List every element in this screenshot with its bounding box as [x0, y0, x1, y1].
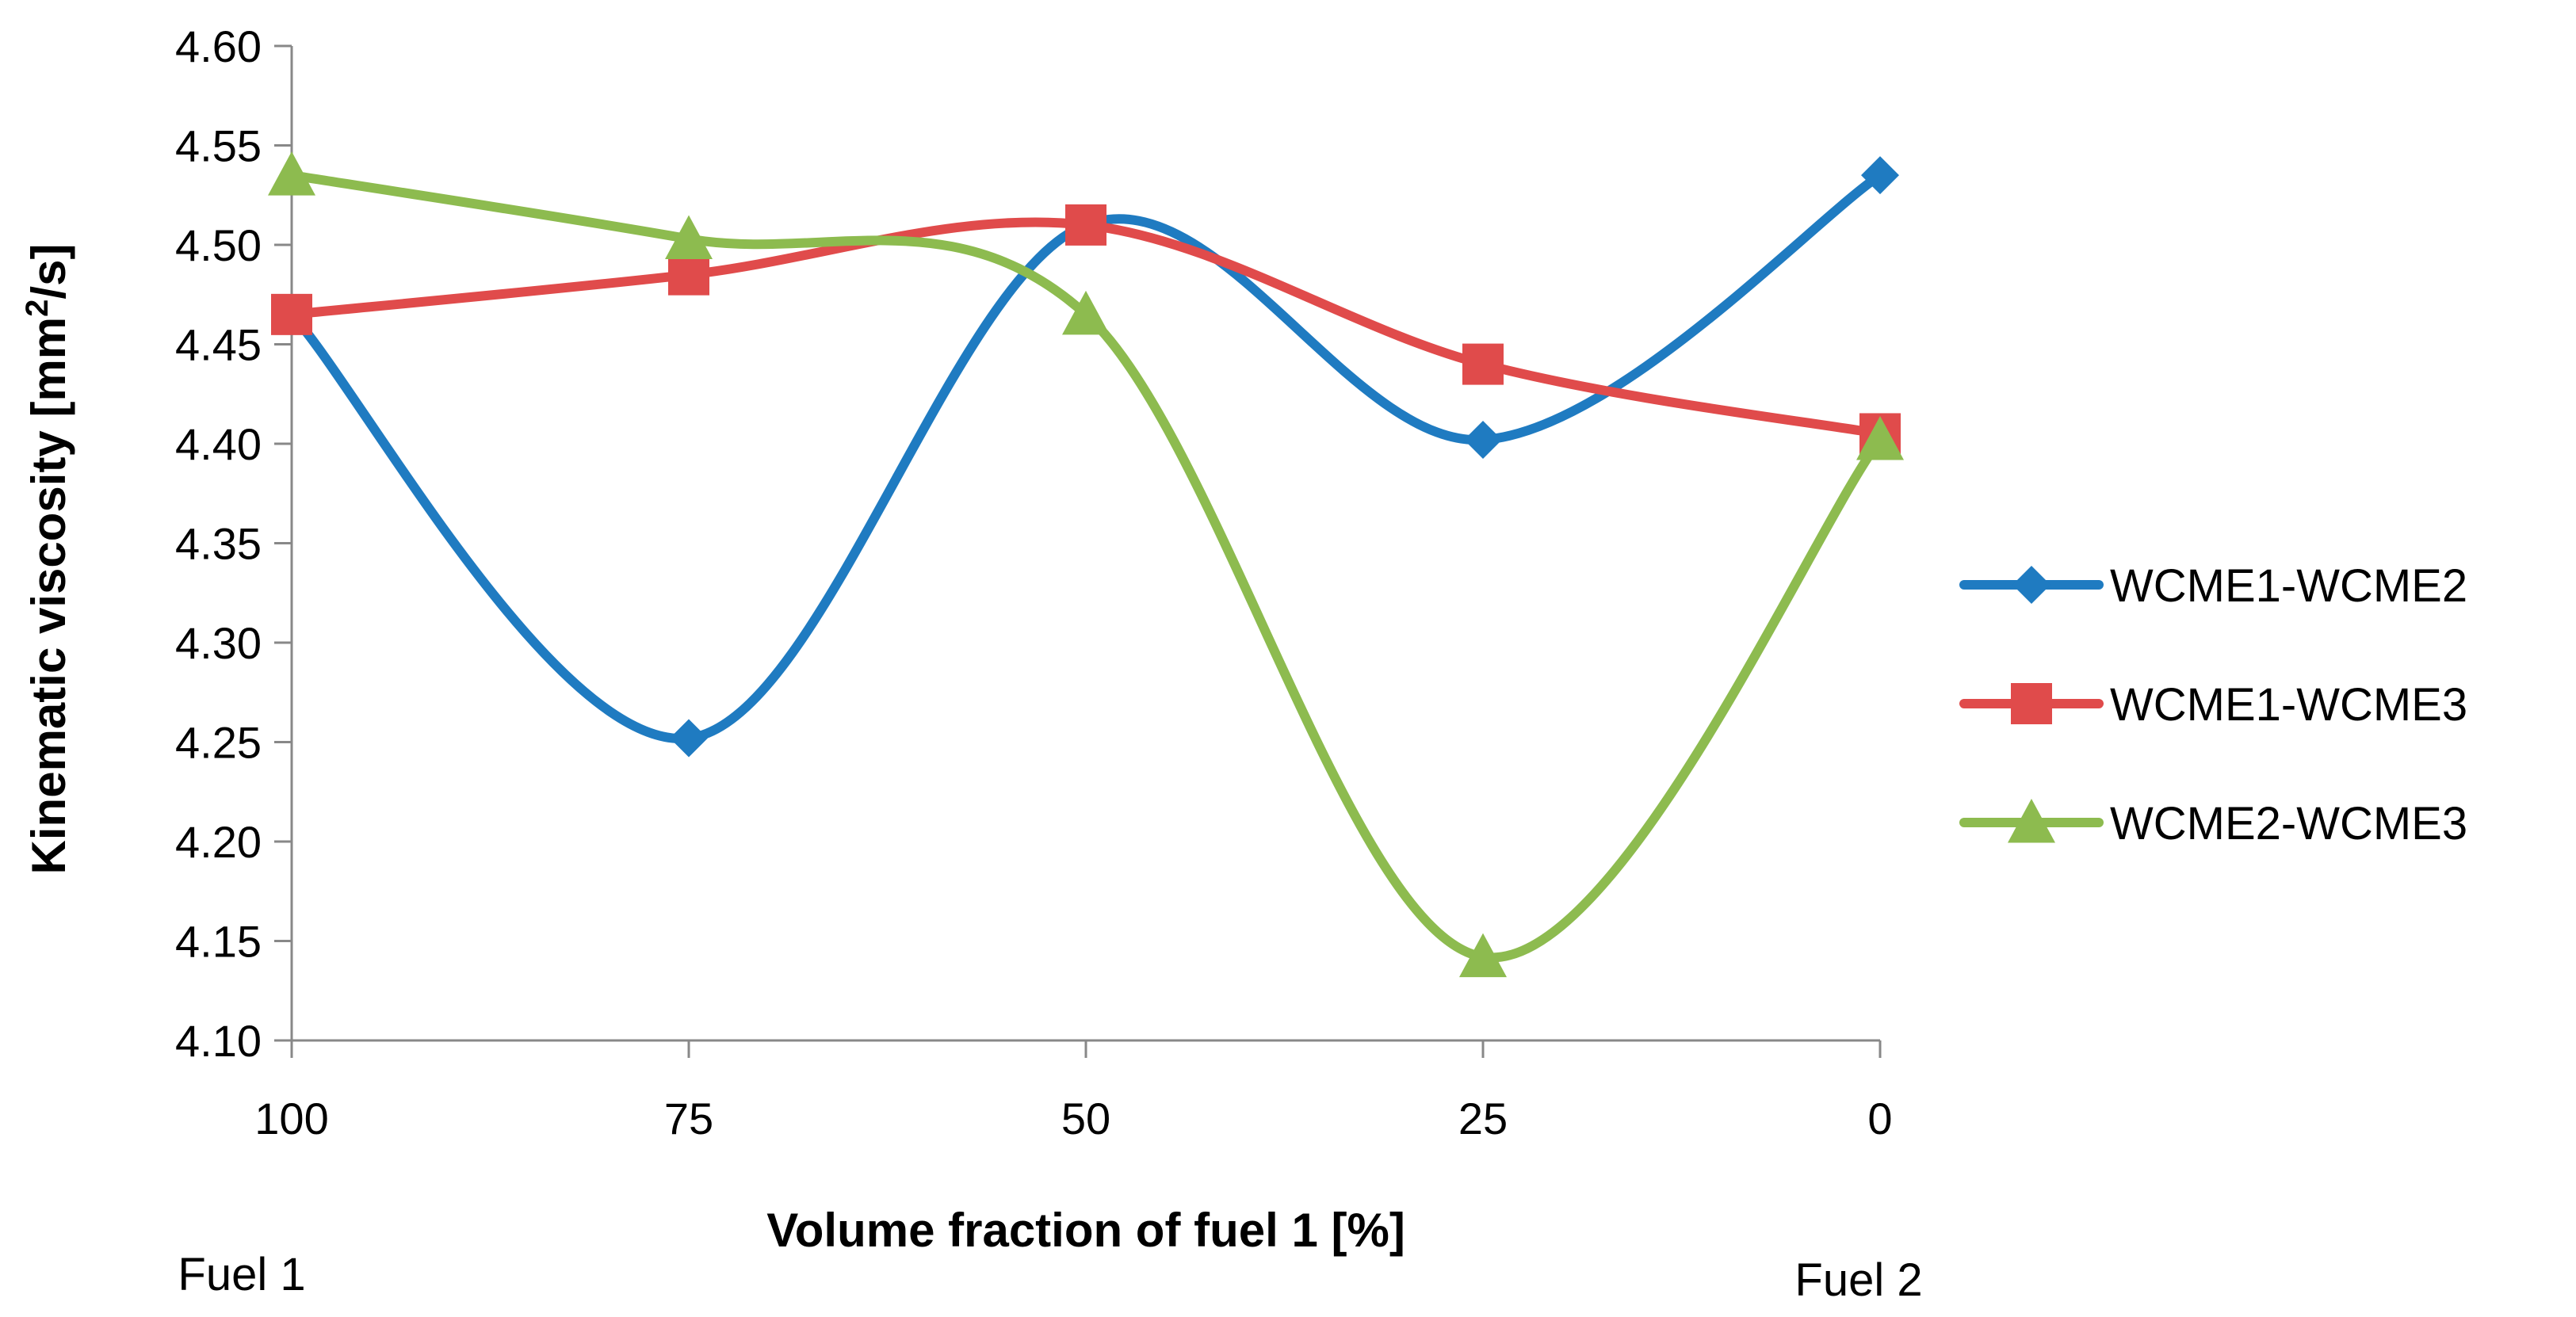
- y-tick-label: 4.45: [175, 320, 262, 370]
- y-tick-label: 4.25: [175, 718, 262, 768]
- y-axis-title-tail: /s]: [22, 244, 75, 300]
- y-tick-label: 4.10: [175, 1016, 262, 1066]
- x-tick-label: 75: [664, 1094, 713, 1143]
- y-axis-title: Kinematic viscosity [mm2/s]: [20, 244, 75, 875]
- series-line: [287, 170, 1885, 743]
- data-point-triangle: [268, 151, 315, 196]
- legend-label: WCME1-WCME2: [2110, 560, 2467, 612]
- y-axis-title-base: Kinematic viscosity [mm: [22, 317, 75, 875]
- series-wcme2-wcme3: [268, 151, 1904, 978]
- series-wcme1-wcme2: [273, 156, 1899, 758]
- y-tick-label: 4.35: [175, 519, 262, 569]
- x-tick-label: 25: [1458, 1094, 1508, 1143]
- axes: 4.10 4.15 4.20 4.25 4.30 4.35 4.40 4.45 4.50 4.55…: [175, 21, 1893, 1143]
- y-axis-title-sup: 2: [20, 300, 55, 317]
- x-tick-label: 0: [1867, 1094, 1892, 1143]
- series-layer: [268, 151, 1904, 978]
- y-tick-label: 4.30: [175, 618, 262, 668]
- data-point-square: [668, 254, 709, 296]
- x-tick-label: 50: [1061, 1094, 1110, 1143]
- data-point-diamond: [1861, 156, 1899, 195]
- fuel-1-annotation: Fuel 1: [178, 1249, 305, 1300]
- y-tick-label: 4.50: [175, 220, 262, 270]
- x-axis-title: Volume fraction of fuel 1 [%]: [766, 1204, 1405, 1257]
- y-tick-label: 4.55: [175, 121, 262, 171]
- legend-marker-diamond: [2012, 566, 2050, 604]
- data-point-triangle: [665, 215, 713, 259]
- y-tick-label: 4.60: [175, 21, 262, 71]
- fuel-2-annotation: Fuel 2: [1794, 1254, 1922, 1306]
- legend-item: WCME2-WCME3: [1959, 798, 2467, 849]
- legend-item: WCME1-WCME3: [1959, 679, 2467, 731]
- data-point-square: [1462, 343, 1504, 385]
- data-point-triangle: [1062, 290, 1110, 335]
- legend-label: WCME1-WCME3: [2110, 679, 2467, 731]
- y-tick-label: 4.15: [175, 917, 262, 967]
- legend-label: WCME2-WCME3: [2110, 798, 2467, 849]
- y-tick-label: 4.40: [175, 419, 262, 469]
- series-line: [287, 170, 1885, 963]
- data-point-triangle: [1856, 415, 1904, 460]
- data-point-diamond: [670, 719, 708, 758]
- data-point-square: [271, 293, 312, 335]
- legend-item: WCME1-WCME2: [1959, 560, 2467, 612]
- x-tick-label: 100: [254, 1094, 328, 1143]
- legend: WCME1-WCME2 WCME1-WCME3 WCME2-WCME3: [1959, 560, 2467, 849]
- data-point-triangle: [1459, 933, 1507, 978]
- legend-marker-square: [2011, 683, 2052, 724]
- data-point-diamond: [1464, 420, 1502, 459]
- data-point-square: [1065, 204, 1106, 246]
- legend-marker-triangle: [2008, 799, 2055, 843]
- y-tick-label: 4.20: [175, 817, 262, 867]
